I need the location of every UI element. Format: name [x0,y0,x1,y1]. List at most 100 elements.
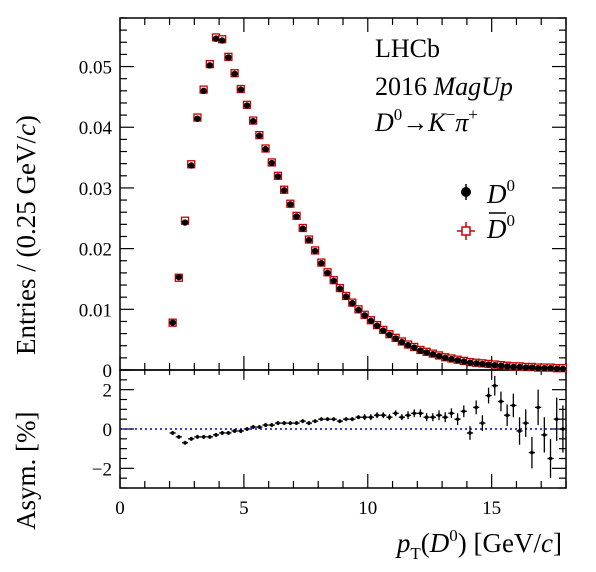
asymmetry-point [355,415,362,420]
d0-point [188,162,195,169]
asymmetry-point [250,425,257,429]
d0-point [243,102,251,109]
asymmetry-point [268,423,275,428]
asymmetry-point [423,413,430,422]
main-y-tick-label: 0 [103,361,113,382]
d0-point [541,364,548,372]
asymmetry-point [516,417,523,445]
d0-point [336,285,344,292]
asymmetry-point [473,400,480,415]
asymmetry-point [460,405,467,418]
x-tick-label: 5 [239,498,249,519]
asymmetry-point [200,434,207,439]
legend-label-d0: D0 [486,176,515,209]
asymmetry-point [491,375,498,396]
d0-point [268,159,275,167]
d0-point [454,357,461,364]
asymmetry-point [287,421,294,426]
d0-point [293,213,300,220]
d0-point [219,37,226,44]
d0-point [231,70,238,78]
d0-point [386,331,393,338]
asymmetry-point [293,421,300,426]
asymmetry-point [212,432,220,437]
asymmetry-points [169,375,566,479]
legend: D0 D0 [457,176,515,244]
asymmetry-point [225,430,232,435]
x-axis-title: pT(D0) [GeV/c] [395,526,562,563]
asymmetry-point [281,421,288,426]
asymmetry-point [243,427,251,431]
asymmetry-point [528,436,536,469]
d0-point [305,236,313,244]
asymmetry-point [231,429,238,433]
d0-point [355,306,362,314]
asymmetry-point [411,409,418,418]
asymmetry-point [343,417,350,422]
d0-point [330,277,337,284]
ratio-y-tick-label: 2 [103,381,113,402]
d0-point [262,145,269,153]
d0-point [534,364,542,372]
main-y-tick-label: 0.01 [79,300,112,321]
d0-point [466,359,474,366]
ratio-y-tick-label: 0 [103,420,113,441]
asymmetry-point [169,430,176,435]
asymmetry-point [181,440,189,445]
d0-point [249,117,257,125]
main-y-tick-label: 0.04 [79,118,113,139]
asymmetry-point [386,414,393,421]
d0-point [472,360,480,367]
asymmetry-point [324,417,331,422]
d0-point [448,355,455,363]
d0-point [503,363,511,370]
legend-marker-d0 [461,184,471,200]
x-tick-label: 0 [115,498,125,519]
main-axis-ticks [119,17,567,371]
d0-point [435,352,443,360]
d0-point [206,62,214,69]
d0-point [417,347,424,354]
d0-point [510,363,517,371]
d0-point [404,341,412,349]
d0-point [200,87,207,95]
asymmetry-point [256,425,263,429]
asymmetry-point [497,391,505,412]
d0-point [181,219,189,226]
experiment-label: LHCb [375,34,440,63]
asymmetry-point [485,387,492,404]
d0-point [559,365,567,372]
asymmetry-point [274,421,282,426]
asymmetry-point [535,389,542,426]
d0-point [392,335,399,342]
d0-point [274,173,282,180]
d0-point [311,247,319,255]
d0-point [237,86,244,93]
asymmetry-point [330,417,337,422]
d0-point [423,349,430,356]
asymmetry-point [404,411,412,420]
x-tick-label: 15 [482,498,501,519]
d0-point [324,269,331,277]
x-tick-label: 10 [358,498,377,519]
asymmetry-point [312,419,319,424]
d0-point [547,364,554,372]
d0-point [212,35,220,42]
legend-label-d0bar: D0 [486,211,515,244]
d0-point [299,225,306,232]
asymmetry-point [206,434,213,439]
asymmetry-point [435,410,443,421]
d0-point [522,364,529,371]
asymmetry-point [392,410,399,417]
d0-point [460,358,467,365]
asymmetry-point [219,430,226,435]
d0-point [225,54,232,61]
year-polarity-label: 2016 MagUp [375,72,513,101]
ratio-y-tick-labels: −2 0 2 [92,381,112,481]
asymmetry-point [299,419,306,424]
main-y-tick-labels: 0 0.01 0.02 0.03 0.04 0.05 [79,58,113,382]
asymmetry-point [349,417,356,422]
d0-point [516,363,523,371]
asymmetry-point [336,419,343,424]
